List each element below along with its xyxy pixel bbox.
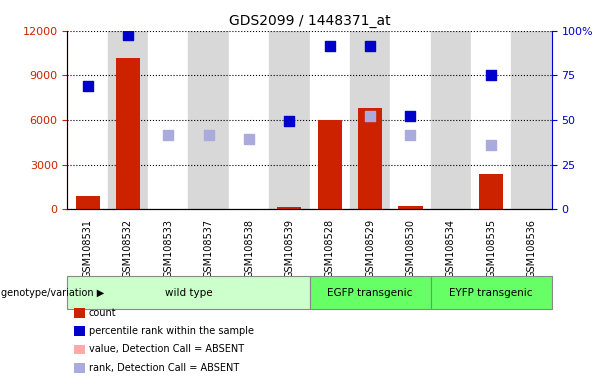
- Text: EYFP transgenic: EYFP transgenic: [449, 288, 533, 298]
- Text: rank, Detection Call = ABSENT: rank, Detection Call = ABSENT: [89, 363, 239, 373]
- Point: [365, 113, 375, 119]
- Bar: [318, 120, 342, 209]
- Bar: [229, 31, 269, 209]
- Title: GDS2099 / 1448371_at: GDS2099 / 1448371_at: [229, 14, 390, 28]
- Point: [244, 136, 254, 142]
- Point: [365, 43, 375, 49]
- Bar: [479, 174, 503, 209]
- Text: percentile rank within the sample: percentile rank within the sample: [89, 326, 254, 336]
- Bar: [148, 31, 189, 209]
- Bar: [398, 206, 422, 209]
- Bar: [350, 31, 390, 209]
- Text: count: count: [89, 308, 116, 318]
- Point: [284, 118, 294, 124]
- Bar: [310, 31, 350, 209]
- Bar: [67, 276, 310, 309]
- Text: EGFP transgenic: EGFP transgenic: [327, 288, 413, 298]
- Bar: [358, 108, 383, 209]
- Point: [325, 43, 335, 49]
- Bar: [116, 58, 140, 209]
- Bar: [310, 276, 431, 309]
- Bar: [431, 276, 552, 309]
- Point: [406, 113, 416, 119]
- Bar: [277, 207, 302, 209]
- Point: [123, 32, 133, 38]
- Point: [486, 142, 496, 148]
- Bar: [189, 31, 229, 209]
- Bar: [390, 31, 431, 209]
- Bar: [75, 196, 100, 209]
- Bar: [269, 31, 310, 209]
- Bar: [511, 31, 552, 209]
- Bar: [471, 31, 511, 209]
- Point: [164, 132, 173, 138]
- Point: [486, 72, 496, 78]
- Text: wild type: wild type: [165, 288, 212, 298]
- Bar: [431, 31, 471, 209]
- Text: genotype/variation ▶: genotype/variation ▶: [1, 288, 104, 298]
- Bar: [67, 31, 108, 209]
- Bar: [108, 31, 148, 209]
- Point: [406, 132, 416, 138]
- Point: [83, 83, 93, 89]
- Point: [204, 132, 213, 138]
- Text: value, Detection Call = ABSENT: value, Detection Call = ABSENT: [89, 344, 244, 354]
